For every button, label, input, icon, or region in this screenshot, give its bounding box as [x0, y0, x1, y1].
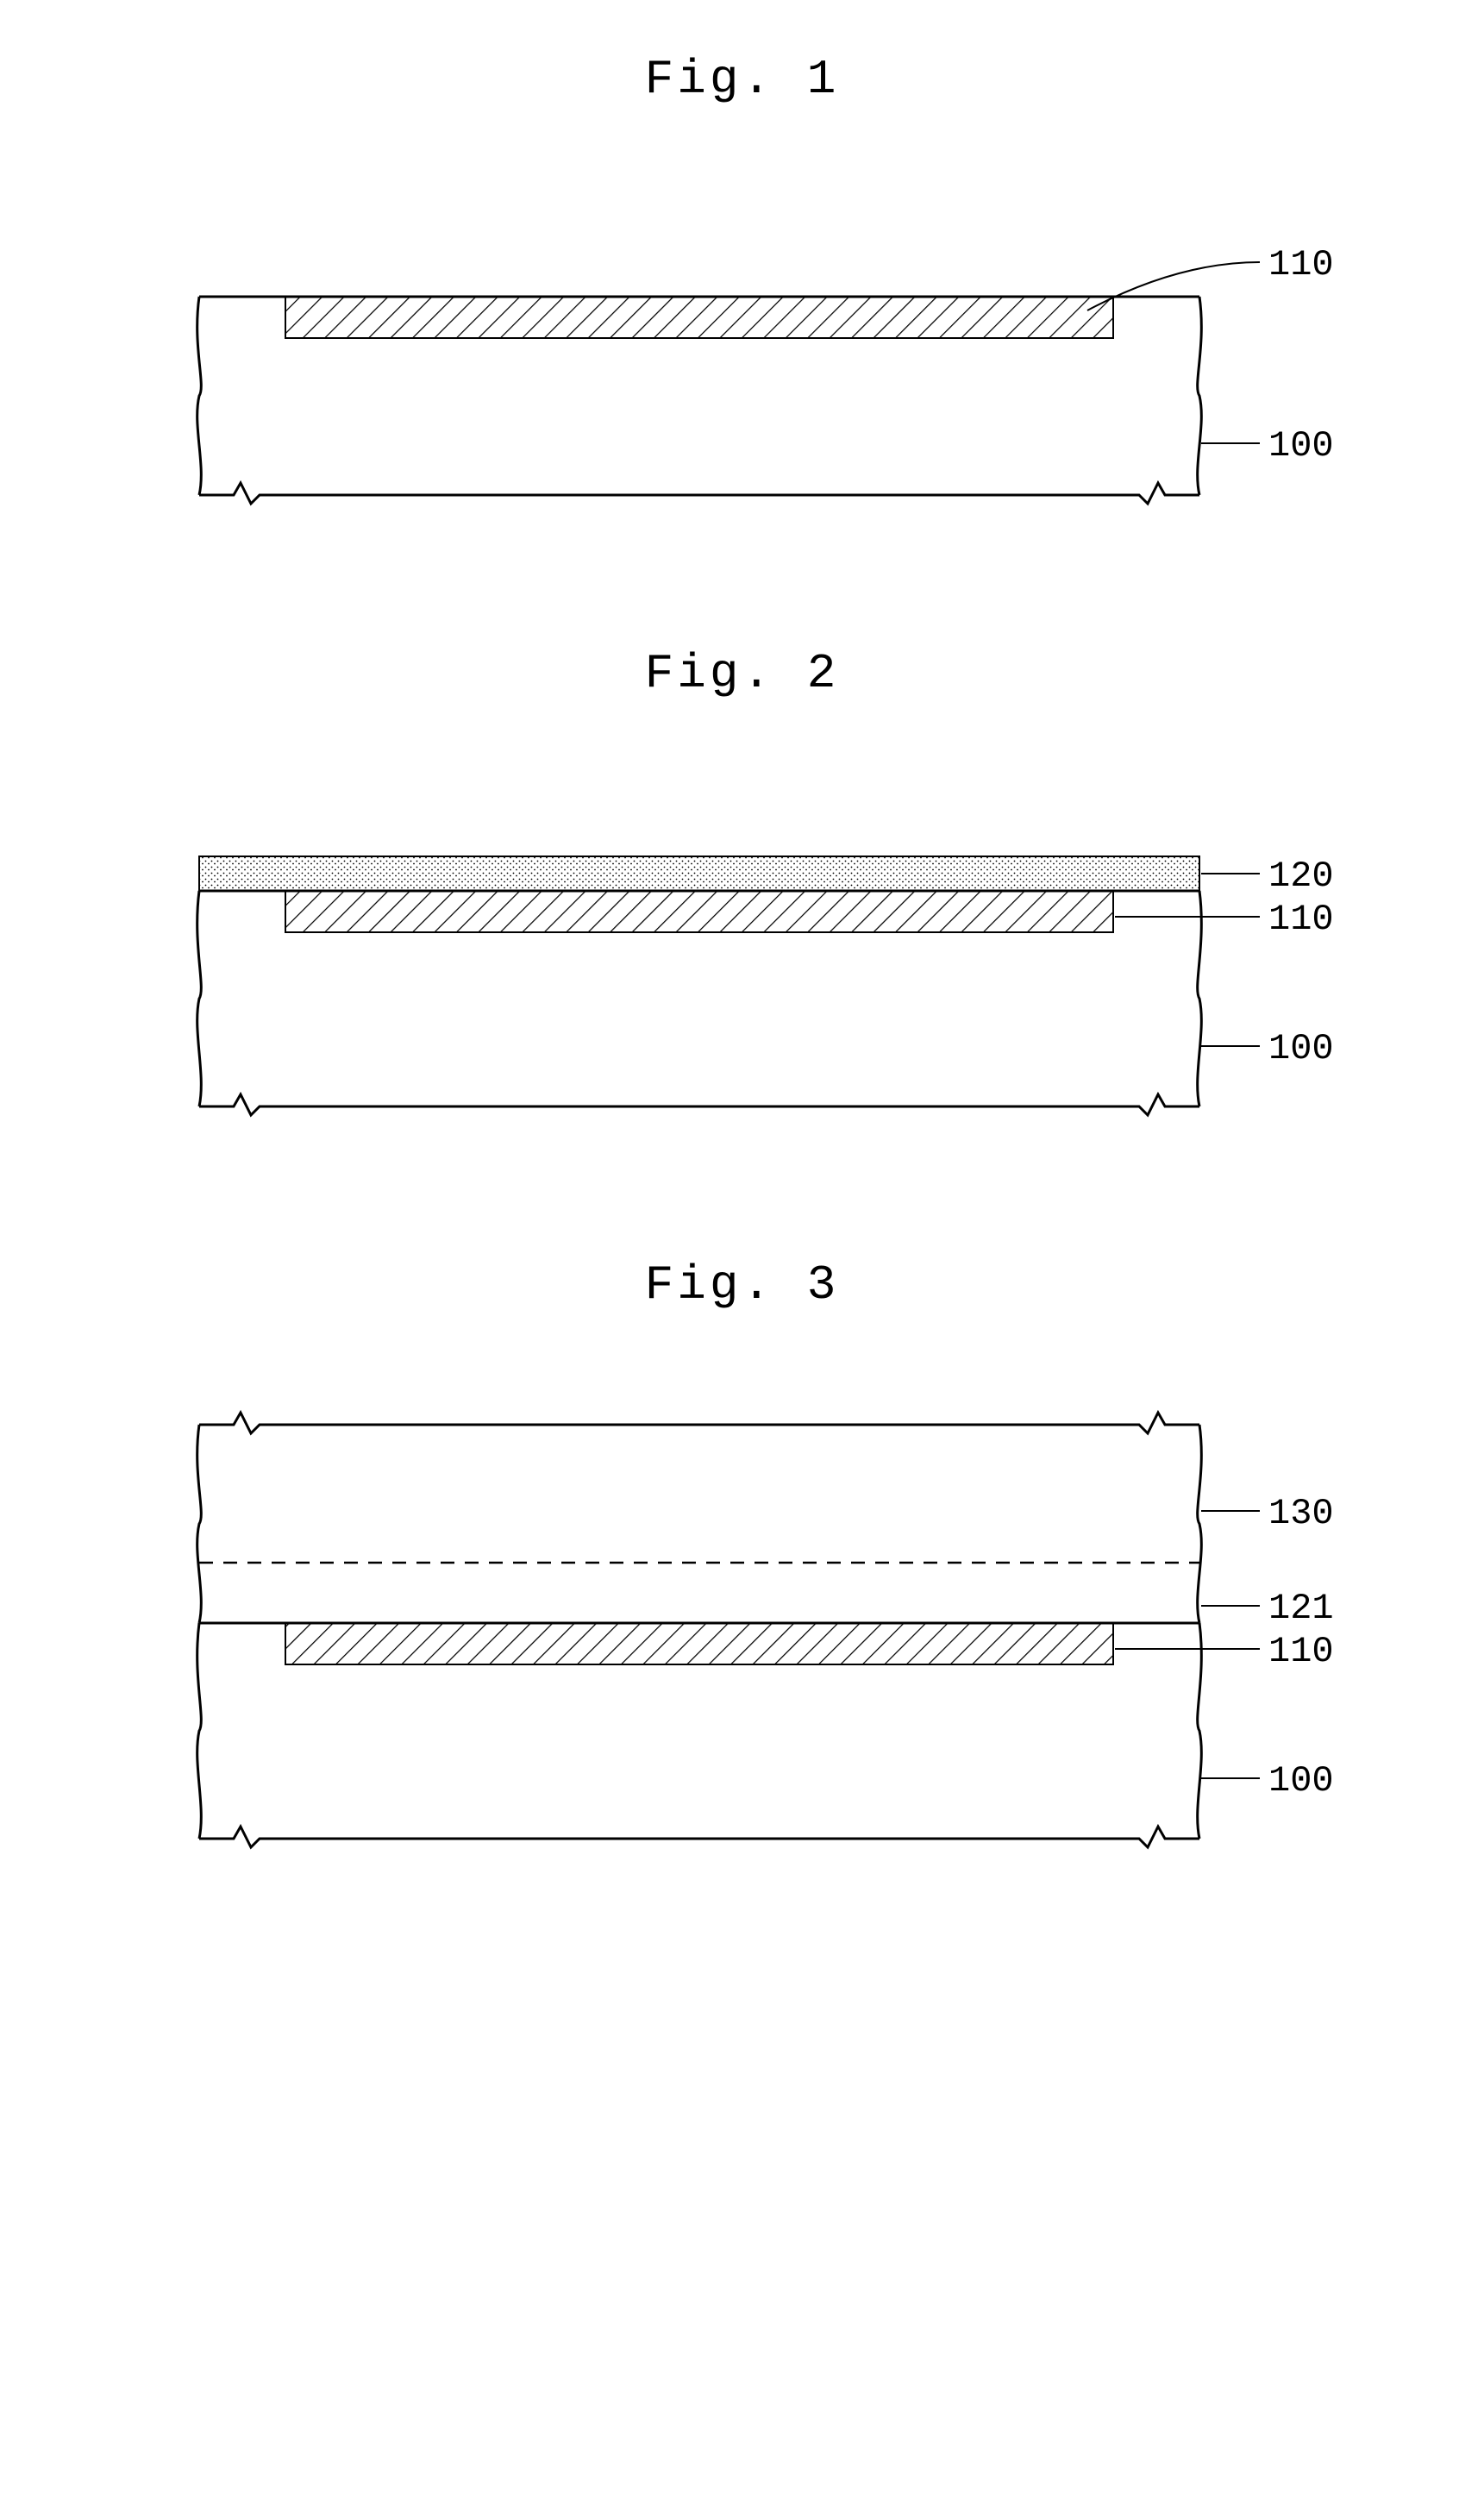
figure-3-title: Fig. 3 [645, 1257, 840, 1313]
svg-text:100: 100 [1268, 425, 1334, 467]
figure-2: Fig. 2 120110 100 [0, 646, 1484, 1154]
figure-1-drawing: 110 100 [96, 193, 1389, 542]
svg-text:100: 100 [1268, 1760, 1334, 1802]
svg-text:120: 120 [1268, 856, 1334, 897]
svg-text:121: 121 [1268, 1588, 1334, 1629]
figure-2-drawing: 120110 100 [96, 787, 1389, 1154]
figure-1: Fig. 1 110 100 [0, 52, 1484, 542]
svg-text:110: 110 [1268, 1631, 1334, 1672]
svg-text:130: 130 [1268, 1493, 1334, 1534]
figure-1-title: Fig. 1 [645, 52, 840, 107]
figure-2-title: Fig. 2 [645, 646, 840, 701]
svg-text:110: 110 [1268, 244, 1334, 285]
figure-3-drawing: 130 121110 100 [96, 1399, 1389, 1886]
svg-text:110: 110 [1268, 899, 1334, 940]
svg-text:100: 100 [1268, 1028, 1334, 1069]
figure-3: Fig. 3 130 121110 100 [0, 1257, 1484, 1886]
